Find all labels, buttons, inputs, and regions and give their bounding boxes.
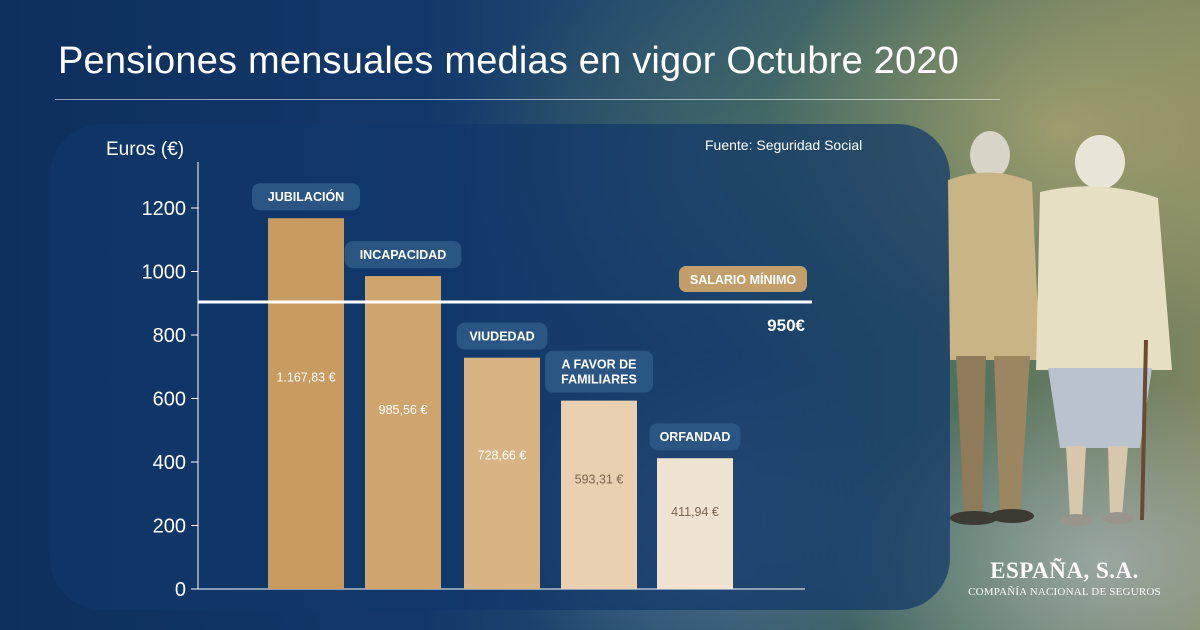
- y-tick-label: 0: [175, 579, 186, 601]
- bar-value-label: 985,56 €: [379, 403, 428, 417]
- brand-name: ESPAÑA, S.A.: [990, 558, 1139, 583]
- title-divider: [55, 99, 1000, 100]
- category-label: JUBILACIÓN: [268, 189, 344, 204]
- bar: [464, 357, 540, 589]
- y-tick-label: 1000: [142, 262, 187, 284]
- reference-label: SALARIO MÍNIMO: [690, 272, 797, 287]
- reference-value-label: 950€: [767, 316, 805, 335]
- category-badge: [252, 183, 360, 211]
- category-badge: [649, 423, 741, 451]
- category-label: INCAPACIDAD: [360, 248, 447, 262]
- bar: [561, 400, 637, 589]
- bar: [657, 458, 733, 589]
- y-axis-label: Euros (€): [106, 139, 185, 160]
- category-label: FAMILIARES: [561, 373, 637, 387]
- category-badge: [344, 241, 462, 269]
- bar-value-label: 593,31 €: [575, 473, 624, 487]
- reference-badge: [679, 266, 807, 292]
- source-note: Fuente: Seguridad Social: [705, 137, 863, 153]
- bar: [268, 218, 344, 589]
- bar-value-label: 728,66 €: [478, 448, 527, 462]
- y-tick-label: 800: [153, 325, 186, 347]
- bar-value-label: 1.167,83 €: [276, 370, 335, 384]
- y-tick-label: 400: [153, 452, 186, 474]
- category-label: A FAVOR DE: [561, 358, 636, 372]
- brand-tagline: COMPAÑÍA NACIONAL DE SEGUROS: [968, 586, 1161, 598]
- bar-value-label: 411,94 €: [671, 505, 719, 519]
- bar: [365, 276, 441, 589]
- category-badge: [456, 322, 548, 350]
- category-label: ORFANDAD: [660, 430, 731, 444]
- elderly-couple-illustration: [948, 131, 1172, 526]
- y-tick-label: 200: [153, 516, 186, 538]
- y-tick-label: 1200: [142, 198, 187, 220]
- category-label: VIUDEDAD: [469, 330, 534, 344]
- page-title: Pensiones mensuales medias en vigor Octu…: [58, 40, 960, 82]
- y-tick-label: 600: [153, 389, 186, 411]
- brand-logo: ESPAÑA, S.A. COMPAÑÍA NACIONAL DE SEGURO…: [962, 558, 1167, 598]
- category-badge: [545, 350, 653, 393]
